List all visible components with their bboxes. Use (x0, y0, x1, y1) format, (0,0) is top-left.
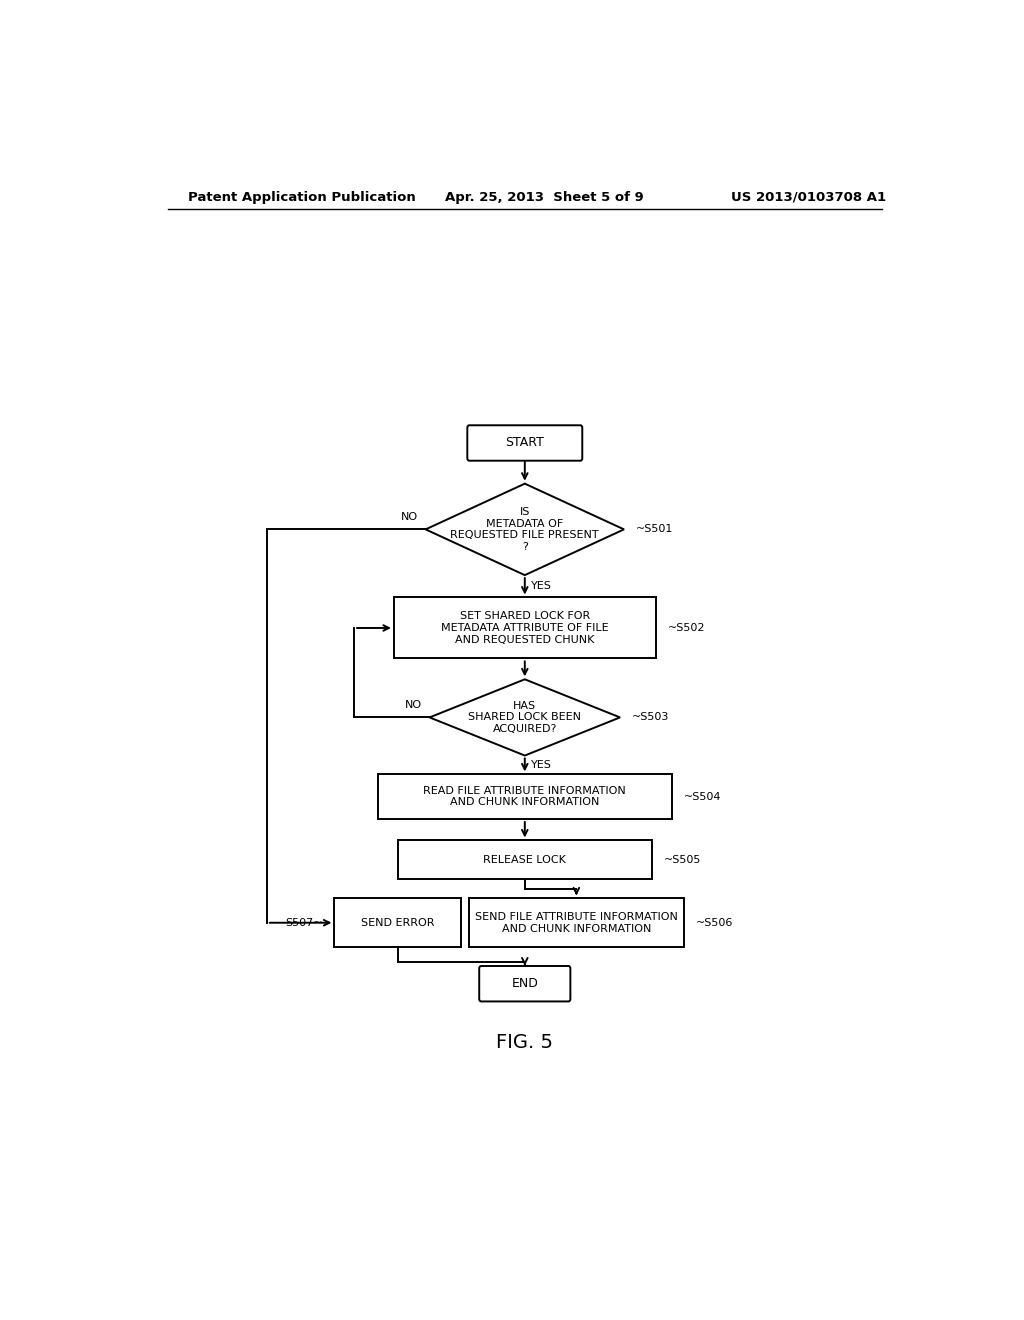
Text: START: START (506, 437, 544, 450)
Text: Patent Application Publication: Patent Application Publication (187, 190, 416, 203)
Text: SEND ERROR: SEND ERROR (361, 917, 434, 928)
Text: ~S504: ~S504 (684, 792, 721, 801)
Text: NO: NO (404, 700, 422, 710)
Text: HAS
SHARED LOCK BEEN
ACQUIRED?: HAS SHARED LOCK BEEN ACQUIRED? (468, 701, 582, 734)
Bar (469, 899, 684, 948)
Text: END: END (511, 977, 539, 990)
Bar (334, 899, 461, 948)
Text: ~S502: ~S502 (668, 623, 706, 634)
Bar (378, 775, 672, 818)
Text: READ FILE ATTRIBUTE INFORMATION
AND CHUNK INFORMATION: READ FILE ATTRIBUTE INFORMATION AND CHUN… (424, 785, 626, 808)
Polygon shape (426, 483, 624, 576)
Text: S507~: S507~ (285, 917, 323, 928)
Text: YES: YES (531, 581, 552, 591)
Bar (394, 598, 655, 659)
Text: SET SHARED LOCK FOR
METADATA ATTRIBUTE OF FILE
AND REQUESTED CHUNK: SET SHARED LOCK FOR METADATA ATTRIBUTE O… (441, 611, 608, 644)
Text: SEND FILE ATTRIBUTE INFORMATION
AND CHUNK INFORMATION: SEND FILE ATTRIBUTE INFORMATION AND CHUN… (475, 912, 678, 933)
Text: ~S503: ~S503 (632, 713, 670, 722)
Text: ~S501: ~S501 (636, 524, 673, 535)
Text: FIG. 5: FIG. 5 (497, 1034, 553, 1052)
Text: US 2013/0103708 A1: US 2013/0103708 A1 (731, 190, 886, 203)
FancyBboxPatch shape (467, 425, 583, 461)
Text: ~S505: ~S505 (664, 855, 701, 865)
Text: YES: YES (531, 760, 552, 770)
Text: RELEASE LOCK: RELEASE LOCK (483, 855, 566, 865)
FancyBboxPatch shape (479, 966, 570, 1002)
Bar (397, 841, 651, 879)
Text: IS
METADATA OF
REQUESTED FILE PRESENT
?: IS METADATA OF REQUESTED FILE PRESENT ? (451, 507, 599, 552)
Polygon shape (430, 680, 620, 755)
Text: Apr. 25, 2013  Sheet 5 of 9: Apr. 25, 2013 Sheet 5 of 9 (445, 190, 644, 203)
Text: ~S506: ~S506 (695, 917, 733, 928)
Text: NO: NO (400, 512, 418, 523)
